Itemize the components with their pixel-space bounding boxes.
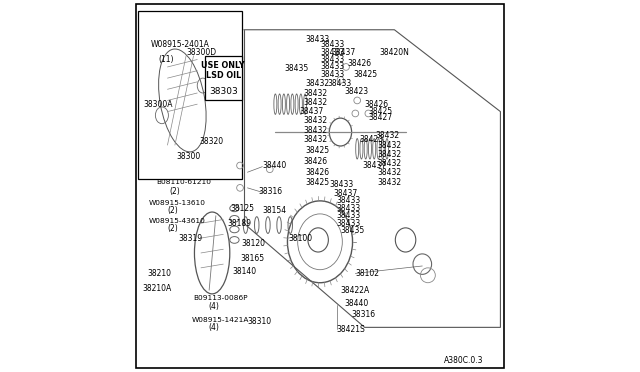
Text: 38425: 38425 [369, 107, 392, 116]
Text: 38421S: 38421S [337, 325, 365, 334]
Text: 38433: 38433 [330, 180, 353, 189]
Text: (2): (2) [170, 187, 180, 196]
Text: 38433: 38433 [337, 196, 361, 205]
Text: 38433: 38433 [305, 35, 330, 44]
Text: USE ONLY: USE ONLY [202, 61, 245, 70]
Text: (2): (2) [168, 206, 178, 215]
Text: 38120: 38120 [242, 239, 266, 248]
Text: 38165: 38165 [240, 254, 264, 263]
Text: 38210A: 38210A [142, 284, 172, 293]
Text: 38432: 38432 [305, 79, 329, 88]
Text: 38432: 38432 [303, 135, 328, 144]
Text: 38425: 38425 [305, 146, 329, 155]
Text: 38100: 38100 [289, 234, 312, 243]
Text: 38432: 38432 [303, 116, 328, 125]
Text: 38300: 38300 [177, 152, 201, 161]
Text: 38320: 38320 [199, 137, 223, 146]
Text: A380C.0.3: A380C.0.3 [444, 356, 484, 365]
Text: 38300D: 38300D [186, 48, 216, 57]
Text: 38433: 38433 [320, 62, 344, 71]
Text: 38426: 38426 [305, 169, 329, 177]
Text: 38210: 38210 [147, 269, 171, 278]
Text: 38433: 38433 [320, 70, 344, 79]
Text: 38432: 38432 [303, 126, 328, 135]
Text: 38425: 38425 [353, 70, 378, 79]
Text: 38316: 38316 [259, 187, 283, 196]
Text: 38125: 38125 [231, 204, 255, 213]
Text: 38437: 38437 [333, 189, 357, 198]
Text: 38432: 38432 [378, 178, 402, 187]
Text: W08915-13610: W08915-13610 [149, 200, 206, 206]
Text: 38433: 38433 [320, 55, 344, 64]
Text: 38433: 38433 [337, 204, 361, 213]
Text: 38426: 38426 [365, 100, 388, 109]
Text: 38303: 38303 [209, 87, 237, 96]
Text: B09113-0086P: B09113-0086P [193, 295, 248, 301]
Text: (2): (2) [168, 224, 178, 233]
Text: 38420N: 38420N [380, 48, 410, 57]
Text: 38440: 38440 [262, 161, 287, 170]
Text: 38426: 38426 [303, 157, 328, 166]
Text: (4): (4) [209, 323, 220, 332]
Text: 38433: 38433 [320, 48, 344, 57]
Text: 38437: 38437 [363, 161, 387, 170]
Text: 38432: 38432 [303, 98, 328, 107]
Text: 38140: 38140 [232, 267, 257, 276]
Text: W08915-2401A: W08915-2401A [151, 40, 210, 49]
Text: 38422A: 38422A [340, 286, 370, 295]
Text: B08110-61210: B08110-61210 [156, 179, 211, 185]
Text: 38440: 38440 [344, 299, 369, 308]
Text: 38433: 38433 [337, 211, 361, 220]
Text: (4): (4) [209, 302, 220, 311]
Text: 38432: 38432 [378, 141, 402, 150]
Text: 38300A: 38300A [143, 100, 173, 109]
Text: 38432: 38432 [376, 131, 400, 140]
Text: 38432: 38432 [378, 169, 402, 177]
Text: 38432: 38432 [303, 89, 328, 97]
Text: 38319: 38319 [179, 234, 203, 243]
Text: W08915-1421A: W08915-1421A [191, 317, 249, 323]
Text: 38437: 38437 [331, 48, 355, 57]
Text: 38435: 38435 [285, 64, 309, 73]
Text: LSD OIL: LSD OIL [205, 71, 241, 80]
Text: 38423: 38423 [344, 87, 368, 96]
Text: 38433: 38433 [328, 79, 352, 88]
Text: W08915-43610: W08915-43610 [149, 218, 205, 224]
Text: 38154: 38154 [262, 206, 287, 215]
Text: (11): (11) [158, 55, 173, 64]
Text: 38316: 38316 [351, 310, 376, 319]
Text: 38423: 38423 [359, 135, 383, 144]
Bar [205, 56, 242, 100]
Text: 38427: 38427 [369, 113, 392, 122]
Text: 38310: 38310 [248, 317, 271, 326]
Text: 38189: 38189 [227, 219, 251, 228]
Text: 38425: 38425 [305, 178, 329, 187]
Text: 38433: 38433 [320, 40, 344, 49]
Text: 38432: 38432 [378, 150, 402, 159]
Text: 38426: 38426 [348, 59, 372, 68]
Text: 38435: 38435 [340, 226, 365, 235]
Text: 38432: 38432 [378, 159, 402, 168]
Bar [138, 11, 242, 179]
Text: 38437: 38437 [300, 107, 324, 116]
Text: 38102: 38102 [355, 269, 380, 278]
Text: 38433: 38433 [337, 219, 361, 228]
